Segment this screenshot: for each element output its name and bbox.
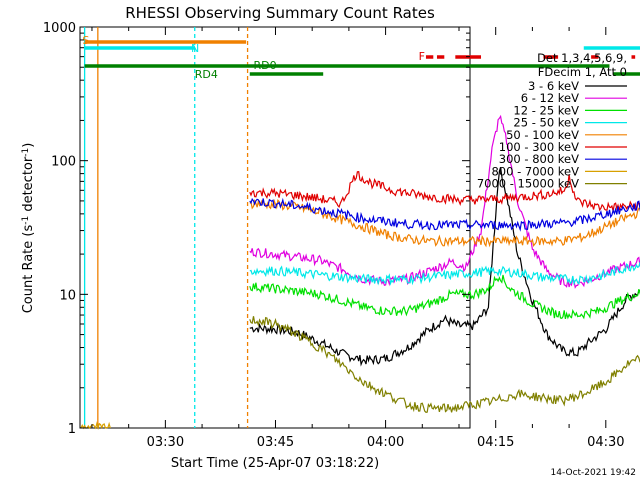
y-axis-label-part1: Count Rate (s: [21, 225, 36, 314]
legend-entry-label: 50 - 100 keV: [506, 128, 579, 142]
series-3-line: [249, 274, 640, 320]
x-tick-label: 04:00: [367, 435, 404, 450]
marker-lines: [83, 27, 249, 428]
legend-entry-label: 800 - 7000 keV: [491, 164, 579, 178]
y-tick-label: 1000: [43, 21, 76, 36]
footer-timestamp: 14-Oct-2021 19:42: [551, 468, 636, 478]
legend-entry-label: 7000 - 15000 keV: [477, 177, 579, 191]
chart-title: RHESSI Observing Summary Count Rates: [125, 4, 435, 22]
flag-label-rd0: RD0: [253, 59, 276, 72]
legend-header-2: FDecim 1, Att 0: [538, 65, 627, 79]
flag-label-f: F: [419, 50, 425, 63]
series-2-line: [249, 114, 640, 289]
flag-label-s: S: [82, 34, 89, 47]
x-axis-label: Start Time (25-Apr-07 03:18:22): [171, 456, 379, 471]
legend-entry-label: 12 - 25 keV: [513, 103, 579, 117]
y-tick-label: 1: [68, 422, 76, 437]
flag-label-n: N: [191, 42, 199, 55]
series-1-line: [249, 167, 640, 367]
y-axis-label-sup2: -1: [21, 148, 31, 157]
x-tick-label: 03:30: [147, 435, 184, 450]
y-axis-label-part2: detector: [21, 156, 36, 216]
legend-entry-label: 3 - 6 keV: [528, 79, 579, 93]
legend-header-1: Det 1,3,4,5,6,9,: [537, 51, 627, 65]
y-axis-label-sup1: -1: [21, 216, 31, 225]
series-lines: [80, 114, 640, 431]
series-8-line: [80, 421, 111, 431]
series-5-line: [249, 198, 640, 248]
series-9-line: [249, 316, 640, 413]
y-axis-label-part3: ): [21, 143, 36, 148]
x-tick-label: 04:30: [587, 435, 624, 450]
y-tick-label: 100: [51, 155, 76, 170]
series-7-line: [249, 197, 640, 232]
flag-bars: S N F RD0 RD4: [82, 34, 640, 81]
series-4-line: [249, 262, 640, 286]
legend-entry-label: 6 - 12 keV: [521, 91, 579, 105]
y-axis-label: Count Rate (s-1 detector-1): [21, 143, 36, 314]
legend-entry-label: 100 - 300 keV: [499, 140, 579, 154]
flag-label-rd4: RD4: [195, 68, 218, 81]
legend-entry-label: 25 - 50 keV: [513, 116, 579, 130]
series-6-line: [249, 171, 640, 212]
y-axis-ticks: 1 10 100 1000: [43, 21, 470, 437]
legend: Det 1,3,4,5,6,9, FDecim 1, Att 0 3 - 6 k…: [477, 51, 627, 191]
y-tick-label: 10: [59, 288, 76, 303]
plot-area: S N F RD0 RD4: [79, 26, 640, 431]
legend-entry-label: 300 - 800 keV: [499, 152, 579, 166]
x-tick-label: 03:45: [257, 435, 294, 450]
x-tick-label: 04:15: [477, 435, 514, 450]
